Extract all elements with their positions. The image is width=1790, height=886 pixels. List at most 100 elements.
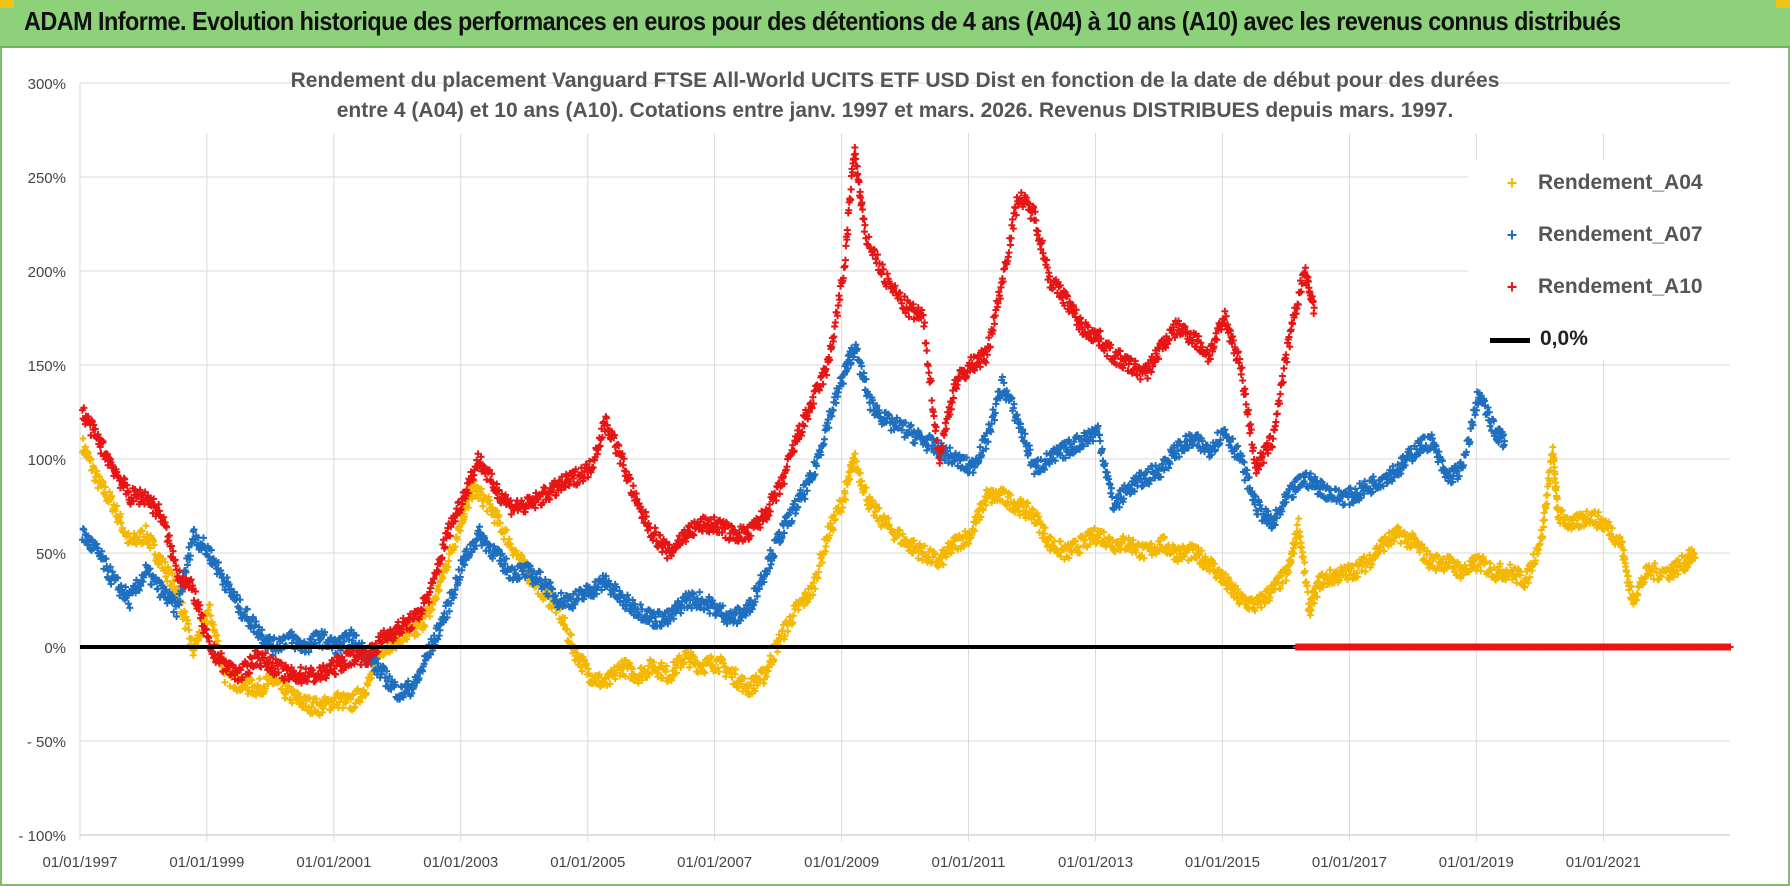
data-point — [794, 606, 802, 614]
data-point — [1035, 513, 1043, 521]
data-point — [1549, 443, 1557, 451]
data-point — [445, 557, 453, 565]
data-point — [846, 475, 854, 483]
data-point — [811, 585, 819, 593]
data-point — [1047, 533, 1055, 541]
corner-mark-left — [0, 0, 14, 8]
data-point — [352, 699, 360, 707]
data-point — [168, 582, 176, 590]
data-point — [414, 631, 422, 639]
data-point — [477, 485, 485, 493]
data-point — [965, 540, 973, 548]
data-point — [184, 620, 192, 628]
data-point — [451, 542, 459, 550]
data-point — [1001, 488, 1009, 496]
data-point — [939, 561, 947, 569]
data-point — [212, 631, 220, 639]
x-tick-label: 01/01/2021 — [1566, 854, 1641, 871]
y-tick-label: 0% — [44, 640, 66, 657]
x-tick-label: 01/01/1997 — [42, 854, 117, 871]
data-point — [751, 687, 759, 695]
data-point — [356, 698, 364, 706]
data-point — [982, 501, 990, 509]
data-point — [305, 693, 313, 701]
y-tick-label: 50% — [36, 546, 66, 563]
data-point — [563, 625, 571, 633]
data-point — [809, 591, 817, 599]
data-point — [362, 689, 370, 697]
data-point — [1106, 480, 1114, 488]
data-point — [502, 526, 510, 534]
data-point — [1076, 549, 1084, 557]
data-point — [802, 590, 810, 598]
data-point — [789, 619, 797, 627]
data-point — [87, 455, 95, 463]
data-point — [775, 631, 783, 639]
data-point — [159, 554, 167, 562]
data-point — [91, 477, 99, 485]
data-point — [1065, 554, 1073, 562]
data-point — [432, 595, 440, 603]
x-tick-label: 01/01/1999 — [169, 854, 244, 871]
data-point — [826, 531, 834, 539]
data-point — [814, 574, 822, 582]
data-point — [106, 488, 114, 496]
data-point — [1128, 540, 1136, 548]
data-point — [253, 688, 261, 696]
data-point — [701, 669, 709, 677]
data-point — [206, 601, 214, 609]
data-point — [453, 535, 461, 543]
data-point — [856, 469, 864, 477]
data-point — [214, 637, 222, 645]
data-point — [1096, 437, 1104, 445]
data-point — [831, 515, 839, 523]
data-point — [1095, 534, 1103, 542]
data-point — [295, 690, 303, 698]
data-point — [934, 563, 942, 571]
x-tick-label: 01/01/2003 — [423, 854, 498, 871]
corner-mark-right — [1776, 0, 1790, 8]
data-point — [858, 477, 866, 485]
data-point — [1055, 549, 1063, 557]
data-point — [979, 506, 987, 514]
data-point — [495, 511, 503, 519]
data-point — [221, 678, 229, 686]
y-tick-label: 150% — [28, 358, 66, 375]
data-point — [672, 669, 680, 677]
data-point — [650, 658, 658, 666]
data-point — [721, 663, 729, 671]
data-point — [1041, 524, 1049, 532]
data-point — [1019, 497, 1027, 505]
data-point — [595, 671, 603, 679]
data-point — [715, 668, 723, 676]
data-point — [1087, 527, 1095, 535]
data-point — [181, 607, 189, 615]
data-point — [113, 502, 121, 510]
data-point — [1108, 493, 1116, 501]
data-point — [456, 527, 464, 535]
x-tick-label: 01/01/2001 — [296, 854, 371, 871]
data-point — [1011, 508, 1019, 516]
y-tick-label: 250% — [28, 170, 66, 187]
data-point — [248, 676, 256, 684]
y-tick-label: 100% — [28, 452, 66, 469]
data-point — [439, 574, 447, 582]
data-point — [606, 680, 614, 688]
data-point — [734, 684, 742, 692]
data-point — [1293, 521, 1301, 529]
data-point — [479, 502, 487, 510]
data-point — [1040, 530, 1048, 538]
data-point — [896, 526, 904, 534]
data-point — [1071, 537, 1079, 545]
data-point — [319, 705, 327, 713]
data-point — [161, 558, 169, 566]
data-point — [617, 666, 625, 674]
data-point — [1295, 515, 1303, 523]
data-point — [841, 489, 849, 497]
data-point — [763, 672, 771, 680]
data-point — [1361, 568, 1369, 576]
data-point — [464, 504, 472, 512]
data-point — [288, 699, 296, 707]
data-point — [1174, 557, 1182, 565]
data-point — [308, 703, 316, 711]
